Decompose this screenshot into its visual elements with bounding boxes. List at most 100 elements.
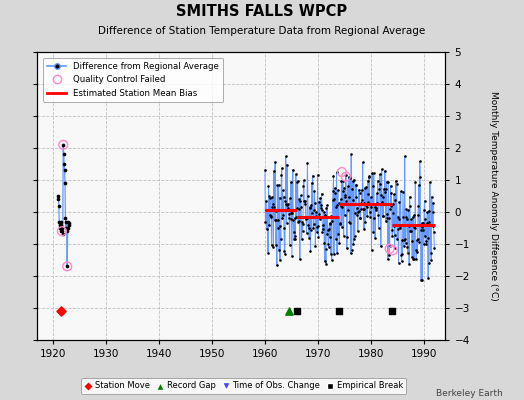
Point [359, 206, 368, 213]
Point [348, 186, 356, 192]
Point [421, 233, 429, 240]
Point [276, 257, 284, 263]
Point [335, 220, 344, 227]
Point [308, 179, 316, 186]
Point [269, 244, 278, 250]
Point [427, 250, 435, 256]
Point [303, 193, 312, 199]
Point [403, 216, 411, 223]
Point [376, 181, 385, 188]
Point [360, 226, 368, 232]
Point [310, 206, 318, 213]
Y-axis label: Monthly Temperature Anomaly Difference (°C): Monthly Temperature Anomaly Difference (… [489, 91, 498, 301]
Point [269, 168, 278, 174]
Point [323, 226, 332, 233]
Point [346, 250, 355, 256]
Point [56, 225, 64, 231]
Point [59, 142, 68, 148]
Point [388, 233, 397, 239]
Point [326, 233, 334, 240]
Point [371, 234, 379, 241]
Point [393, 236, 401, 242]
Point [383, 211, 391, 218]
Point [402, 206, 411, 213]
Point [407, 228, 415, 234]
Point [423, 220, 431, 226]
Point [64, 218, 72, 225]
Point [321, 246, 330, 252]
Point [272, 217, 281, 223]
Point [335, 307, 343, 314]
Point [372, 206, 380, 213]
Point [307, 248, 315, 255]
Point [422, 237, 430, 244]
Point [375, 201, 383, 208]
Point [332, 204, 340, 210]
Point [283, 161, 291, 168]
Point [275, 182, 283, 188]
Point [261, 218, 269, 225]
Point [330, 195, 339, 202]
Point [56, 222, 64, 228]
Point [266, 211, 274, 218]
Point [287, 210, 295, 216]
Point [340, 185, 348, 191]
Point [275, 247, 283, 253]
Point [319, 226, 328, 232]
Point [425, 219, 434, 225]
Point [361, 200, 369, 207]
Point [356, 214, 364, 221]
Point [292, 214, 301, 220]
Point [372, 205, 380, 212]
Point [410, 224, 419, 230]
Point [422, 240, 431, 247]
Point [379, 213, 388, 219]
Point [62, 225, 70, 231]
Point [414, 203, 423, 210]
Point [386, 206, 394, 212]
Point [283, 205, 292, 211]
Point [411, 247, 420, 254]
Point [430, 244, 439, 251]
Point [288, 210, 297, 216]
Point [341, 194, 350, 200]
Point [367, 204, 375, 210]
Point [372, 205, 380, 211]
Point [274, 217, 282, 224]
Point [370, 203, 379, 210]
Point [379, 193, 387, 200]
Point [389, 200, 397, 207]
Point [301, 200, 309, 207]
Point [274, 225, 282, 232]
Point [337, 223, 346, 230]
Point [290, 236, 298, 242]
Point [388, 227, 396, 234]
Point [368, 200, 377, 207]
Point [297, 204, 305, 210]
Point [378, 199, 386, 206]
Point [305, 234, 313, 241]
Point [54, 196, 62, 202]
Point [318, 207, 326, 213]
Point [309, 224, 318, 231]
Point [322, 260, 330, 267]
Point [316, 202, 325, 208]
Point [58, 225, 67, 231]
Point [408, 238, 416, 244]
Point [60, 167, 69, 174]
Point [413, 236, 422, 242]
Point [428, 194, 436, 200]
Point [291, 214, 299, 221]
Point [312, 209, 320, 216]
Point [336, 220, 344, 227]
Legend: Difference from Regional Average, Quality Control Failed, Estimated Station Mean: Difference from Regional Average, Qualit… [43, 58, 223, 102]
Point [377, 166, 386, 172]
Point [60, 161, 68, 167]
Point [357, 206, 366, 212]
Point [334, 230, 343, 237]
Point [418, 220, 426, 226]
Point [391, 197, 400, 203]
Point [279, 212, 287, 218]
Point [398, 237, 406, 244]
Point [332, 236, 340, 242]
